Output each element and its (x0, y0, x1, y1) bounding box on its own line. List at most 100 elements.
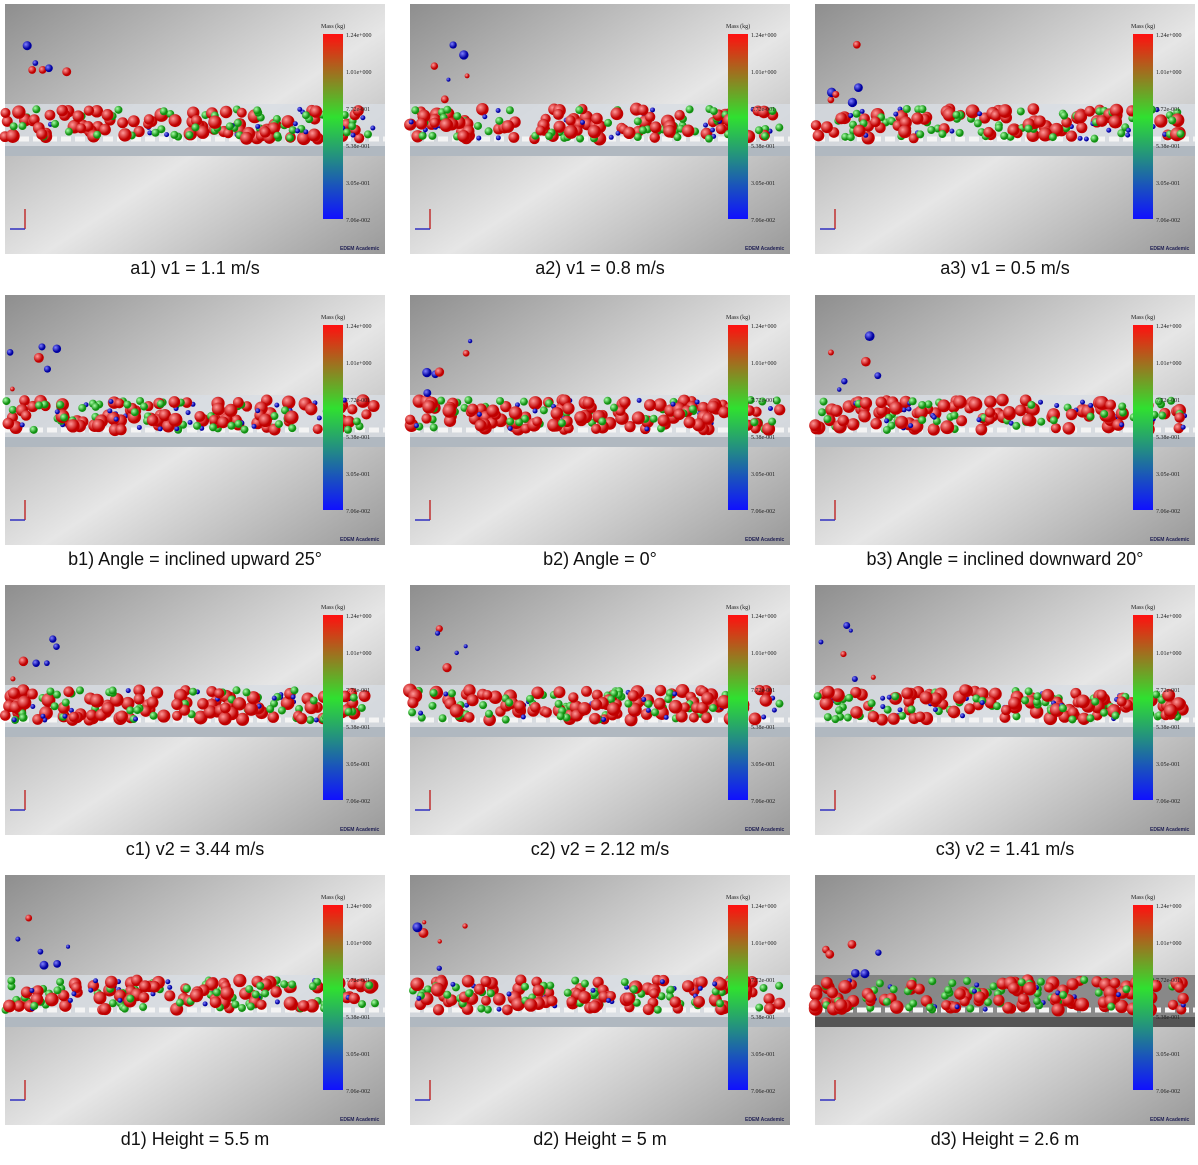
watermark: EDEM Academic (340, 537, 379, 543)
particle (409, 120, 414, 125)
particle (696, 976, 708, 988)
colorbar-label: 3.05e-001 (751, 762, 775, 768)
particle (53, 344, 62, 353)
particle (772, 708, 777, 713)
colorbar-label: 7.72e-001 (346, 688, 370, 694)
particle (0, 108, 10, 118)
particle (581, 686, 592, 697)
particle (358, 1000, 366, 1008)
colorbar-label: 7.06e-002 (1156, 799, 1180, 805)
particle (6, 129, 20, 143)
particle (210, 996, 222, 1008)
particle (1088, 403, 1093, 408)
particle (604, 397, 612, 405)
particle (993, 995, 1004, 1006)
particle (818, 640, 823, 645)
particle (575, 106, 583, 114)
particle (421, 413, 431, 423)
particle (92, 403, 100, 411)
particle (1067, 978, 1079, 990)
particle (255, 124, 260, 129)
particle (10, 387, 15, 392)
particle (278, 706, 286, 714)
colorbar (323, 615, 343, 800)
particle (1066, 409, 1077, 420)
particle (903, 105, 911, 113)
particle (623, 992, 635, 1004)
colorbar-label: 1.01e+000 (1156, 361, 1182, 367)
particle (474, 122, 482, 130)
colorbar-title: Mass (kg) (1131, 894, 1155, 901)
particle (454, 651, 458, 655)
particle (1080, 976, 1088, 984)
colorbar-label: 7.06e-002 (346, 799, 370, 805)
colorbar-label: 5.38e-001 (346, 144, 370, 150)
particle (422, 368, 431, 377)
particle (1100, 709, 1108, 717)
particle (102, 702, 115, 715)
particle (260, 127, 271, 138)
particle (1051, 423, 1061, 433)
particle (185, 131, 193, 139)
particle (709, 704, 717, 712)
particle (114, 417, 119, 422)
particle (551, 407, 564, 420)
particle (32, 60, 38, 66)
particle (144, 114, 155, 125)
particle (169, 114, 182, 127)
colorbar-title: Mass (kg) (321, 314, 345, 321)
particle (1076, 122, 1087, 133)
particle (761, 715, 766, 720)
particle (838, 415, 849, 426)
particle (233, 974, 246, 987)
particle (32, 659, 40, 667)
particle (558, 419, 566, 427)
particle (234, 119, 242, 127)
particle (168, 396, 180, 408)
particle (749, 713, 762, 726)
particle (220, 703, 231, 714)
particle (10, 676, 15, 681)
particle (716, 999, 724, 1007)
particle (843, 622, 850, 629)
particle (750, 418, 758, 426)
particle (1158, 412, 1166, 420)
particle (823, 415, 831, 423)
particle (214, 688, 224, 698)
particle (953, 395, 966, 408)
particle (497, 1007, 502, 1012)
particle (1001, 705, 1011, 715)
particle (90, 694, 104, 708)
particle (464, 712, 475, 723)
particle (448, 689, 456, 697)
particle (944, 986, 952, 994)
particle (628, 690, 639, 701)
particle (126, 706, 134, 714)
particle (310, 105, 322, 117)
particle (220, 986, 234, 1000)
particle (1109, 115, 1122, 128)
particle (888, 713, 900, 725)
particle (109, 687, 117, 695)
colorbar-label: 5.38e-001 (751, 144, 775, 150)
colorbar (1133, 325, 1153, 510)
particle (10, 122, 18, 130)
particle (1075, 998, 1089, 1012)
particle (429, 702, 437, 710)
particle (591, 699, 603, 711)
particle (17, 696, 31, 710)
particle (502, 120, 515, 133)
particle (60, 413, 68, 421)
particle (541, 707, 552, 718)
colorbar-label: 3.05e-001 (346, 762, 370, 768)
particle (495, 117, 503, 125)
particle (150, 712, 158, 720)
caption: b3) Angle = inclined downward 20° (867, 549, 1144, 569)
particle (654, 1006, 662, 1014)
particle (810, 988, 823, 1001)
particle (496, 135, 501, 140)
caption: d3) Height = 2.6 m (931, 1129, 1080, 1149)
particle (481, 996, 491, 1006)
particle (689, 713, 699, 723)
particle (1080, 400, 1085, 405)
